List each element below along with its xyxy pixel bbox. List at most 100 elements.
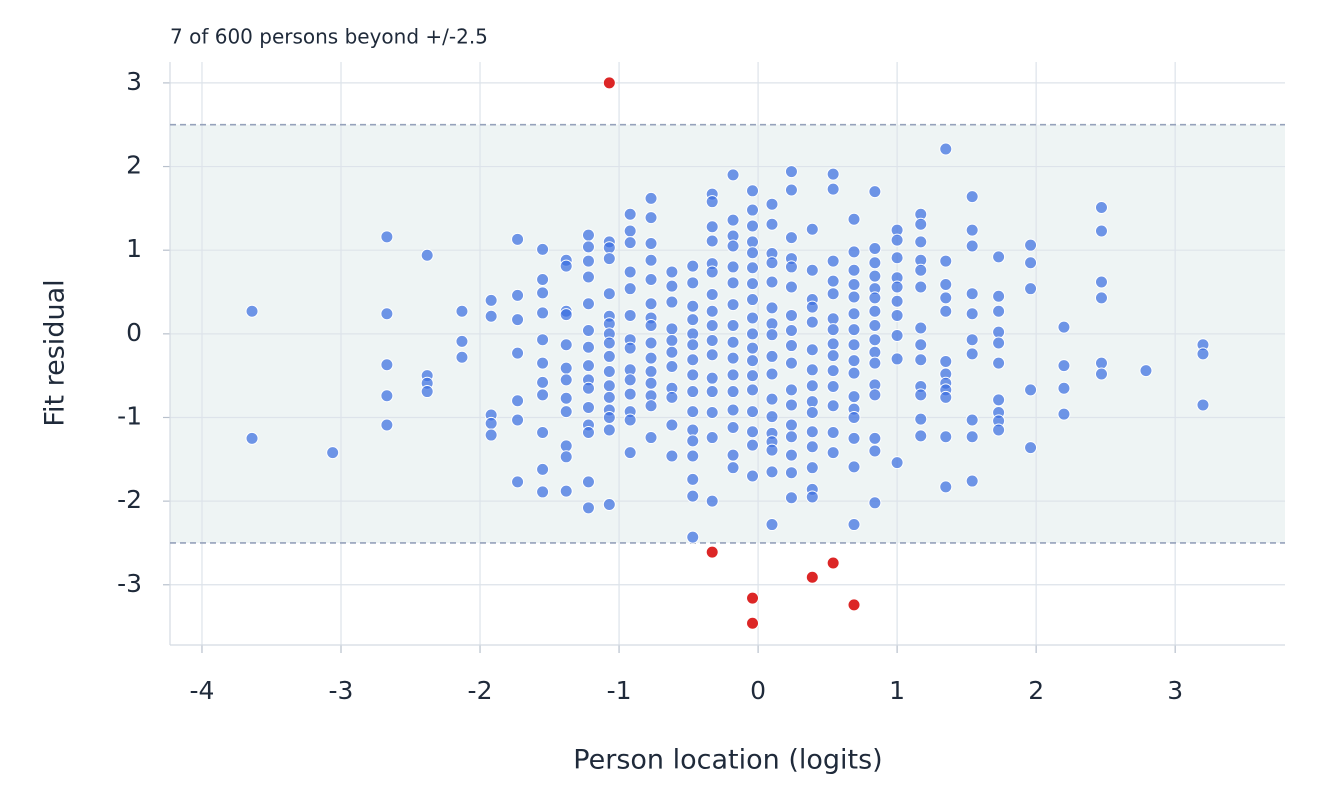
point: [602, 423, 616, 437]
point: [939, 142, 953, 156]
point: [746, 469, 760, 483]
point: [705, 371, 719, 385]
point: [536, 242, 550, 256]
point: [380, 230, 394, 244]
point: [784, 398, 798, 412]
point: [455, 334, 469, 348]
point: [965, 347, 979, 361]
point: [644, 211, 658, 225]
point: [665, 449, 679, 463]
point: [581, 359, 595, 373]
point: [726, 461, 740, 475]
point: [644, 237, 658, 251]
point: [765, 410, 779, 424]
point: [686, 368, 700, 382]
point: [581, 323, 595, 337]
point: [939, 354, 953, 368]
point: [847, 518, 861, 532]
point: [914, 412, 928, 426]
point: [623, 224, 637, 238]
point: [868, 185, 882, 199]
point: [602, 390, 616, 404]
point: [746, 277, 760, 291]
point: [511, 394, 525, 408]
point: [805, 405, 819, 419]
point: [686, 338, 700, 352]
point: [686, 385, 700, 399]
point: [1094, 291, 1108, 305]
point: [746, 341, 760, 355]
x-tick-label: 1: [889, 676, 905, 705]
point: [914, 263, 928, 277]
point: [602, 497, 616, 511]
point: [746, 235, 760, 249]
point: [765, 317, 779, 331]
point: [559, 338, 573, 352]
point: [784, 183, 798, 197]
point: [826, 426, 840, 440]
point: [1057, 359, 1071, 373]
point: [805, 363, 819, 377]
point: [805, 461, 819, 475]
point: [992, 325, 1006, 339]
point: [686, 299, 700, 313]
point: [746, 405, 760, 419]
point: [914, 235, 928, 249]
point: [746, 327, 760, 341]
point: [623, 341, 637, 355]
y-tick-label: -3: [117, 569, 142, 598]
point: [623, 446, 637, 460]
point: [245, 304, 259, 318]
point: [726, 368, 740, 382]
point: [746, 354, 760, 368]
point: [380, 358, 394, 372]
point: [686, 327, 700, 341]
point: [805, 379, 819, 393]
point: [726, 403, 740, 417]
point: [965, 307, 979, 321]
point: [559, 405, 573, 419]
point: [914, 353, 928, 367]
point: [665, 295, 679, 309]
point: [890, 294, 904, 308]
point: [602, 241, 616, 255]
point: [581, 340, 595, 354]
y-tick-label: -2: [117, 485, 142, 514]
point: [455, 350, 469, 364]
point: [536, 272, 550, 286]
point: [784, 323, 798, 337]
point: [726, 385, 740, 399]
point: [1057, 407, 1071, 421]
point: [581, 381, 595, 395]
point: [847, 598, 861, 612]
point: [1024, 383, 1038, 397]
y-tick-label: 2: [126, 151, 142, 180]
point: [847, 410, 861, 424]
point: [245, 431, 259, 445]
point: [705, 265, 719, 279]
point: [511, 475, 525, 489]
point: [965, 333, 979, 347]
point: [765, 349, 779, 363]
point: [559, 391, 573, 405]
point: [726, 335, 740, 349]
point: [805, 395, 819, 409]
x-axis-title: Person location (logits): [573, 745, 882, 776]
point: [914, 217, 928, 231]
point: [1094, 356, 1108, 370]
point: [536, 286, 550, 300]
point: [826, 323, 840, 337]
point: [581, 240, 595, 254]
point: [847, 245, 861, 259]
point: [559, 484, 573, 498]
point: [914, 321, 928, 335]
point: [890, 352, 904, 366]
point: [581, 501, 595, 515]
point: [581, 254, 595, 268]
point: [665, 265, 679, 279]
point: [686, 423, 700, 437]
point: [847, 338, 861, 352]
point: [914, 338, 928, 352]
point: [965, 287, 979, 301]
point: [1196, 347, 1210, 361]
